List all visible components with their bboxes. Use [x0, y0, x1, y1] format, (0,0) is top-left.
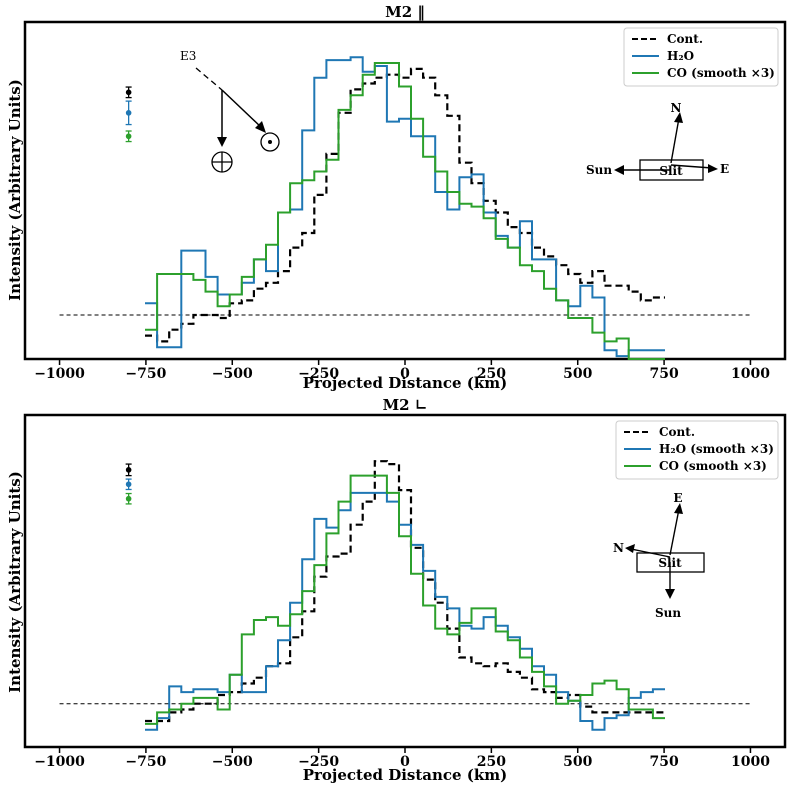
panel-top: M2 ‖ Projected Distance (km) Intensity (… [6, 3, 787, 392]
x-tick-label: 750 [649, 366, 678, 382]
x-tick-label: 250 [477, 366, 506, 382]
legend-label-h2o: H₂O [667, 49, 694, 63]
series-line-2 [145, 62, 665, 360]
sun-direction-arrowhead [665, 589, 675, 599]
north-label: N [613, 541, 624, 555]
x-tick-label: 500 [563, 754, 592, 770]
error-bar-2 [125, 130, 132, 143]
x-tick-label: −500 [212, 754, 253, 770]
chart-title: M2 ∟ [383, 396, 428, 414]
legend-label-co: CO (smooth ×3) [667, 66, 775, 80]
east-arrowhead [708, 164, 718, 173]
error-bars [125, 463, 132, 505]
annotation-dashed-line [195, 67, 223, 91]
x-tick-label: 1000 [731, 754, 770, 770]
east-label: E [720, 162, 729, 176]
x-tick-label: 0 [400, 366, 410, 382]
legend-box [623, 27, 779, 87]
legend-label-cont: Cont. [667, 32, 703, 46]
sun-arrowhead [255, 121, 266, 133]
sun-direction-arrowhead [614, 165, 624, 175]
north-arrow [670, 117, 680, 164]
sun-direction-label: Sun [586, 163, 612, 177]
x-tick-label: −750 [125, 366, 166, 382]
series-line-0 [145, 67, 665, 343]
legend-label-h2o: H₂O (smooth ×3) [659, 442, 774, 456]
slit-label: Slit [659, 164, 683, 178]
x-tick-label: 750 [649, 754, 678, 770]
east-label: E [673, 491, 682, 505]
x-tick-label: −750 [125, 754, 166, 770]
panel-bottom: M2 ∟ Projected Distance (km) Intensity (… [6, 396, 787, 784]
legend: Cont. H₂O (smooth ×3) CO (smooth ×3) [615, 420, 779, 480]
legend-label-co: CO (smooth ×3) [659, 459, 767, 473]
error-bars [125, 86, 132, 143]
compass-rose: Slit E N Sun [613, 491, 705, 620]
earth-icon [211, 151, 233, 173]
x-tick-label: 250 [477, 754, 506, 770]
y-axis-label: Intensity (Arbitrary Units) [6, 471, 24, 693]
error-bar-0 [125, 86, 132, 99]
x-tick-label: −500 [212, 366, 253, 382]
x-ticks: −1000 −750 −500 −250 0 250 500 750 1000 [34, 747, 770, 770]
compass-rose: Slit N E Sun [586, 101, 729, 181]
x-tick-label: −250 [298, 754, 339, 770]
error-bar-2 [125, 492, 132, 505]
error-bar-1 [125, 478, 132, 491]
legend: Cont. H₂O CO (smooth ×3) [623, 27, 779, 87]
series-line-2 [145, 474, 665, 725]
east-arrowhead [674, 503, 683, 514]
geometry-annotation: E3 [180, 49, 280, 173]
x-tick-label: −250 [298, 366, 339, 382]
legend-box [615, 420, 779, 480]
legend-label-cont: Cont. [659, 425, 695, 439]
series-layer [145, 460, 665, 731]
sun-arrow [221, 89, 263, 129]
east-arrow [669, 508, 680, 556]
y-axis-label: Intensity (Arbitrary Units) [6, 79, 24, 301]
error-bar-0 [125, 463, 132, 477]
x-axis-label: Projected Distance (km) [303, 766, 508, 784]
north-arrowhead [625, 544, 635, 553]
x-tick-label: 0 [400, 754, 410, 770]
annotation-label-e3: E3 [180, 49, 196, 63]
x-tick-label: −1000 [34, 366, 85, 382]
chart-title: M2 ‖ [385, 3, 425, 21]
x-axis-label: Projected Distance (km) [303, 374, 508, 392]
x-ticks: −1000 −750 −500 −250 0 250 500 750 1000 [34, 359, 770, 382]
sun-direction-label: Sun [655, 606, 681, 620]
x-tick-label: 500 [563, 366, 592, 382]
earth-arrowhead [217, 137, 227, 147]
error-bar-1 [125, 100, 132, 126]
north-label: N [671, 101, 682, 115]
north-arrow [630, 548, 671, 558]
east-arrow [670, 164, 713, 169]
sun-icon [260, 132, 280, 152]
series-layer [145, 56, 665, 360]
x-tick-label: 1000 [731, 366, 770, 382]
north-arrowhead [674, 112, 683, 123]
x-tick-label: −1000 [34, 754, 85, 770]
